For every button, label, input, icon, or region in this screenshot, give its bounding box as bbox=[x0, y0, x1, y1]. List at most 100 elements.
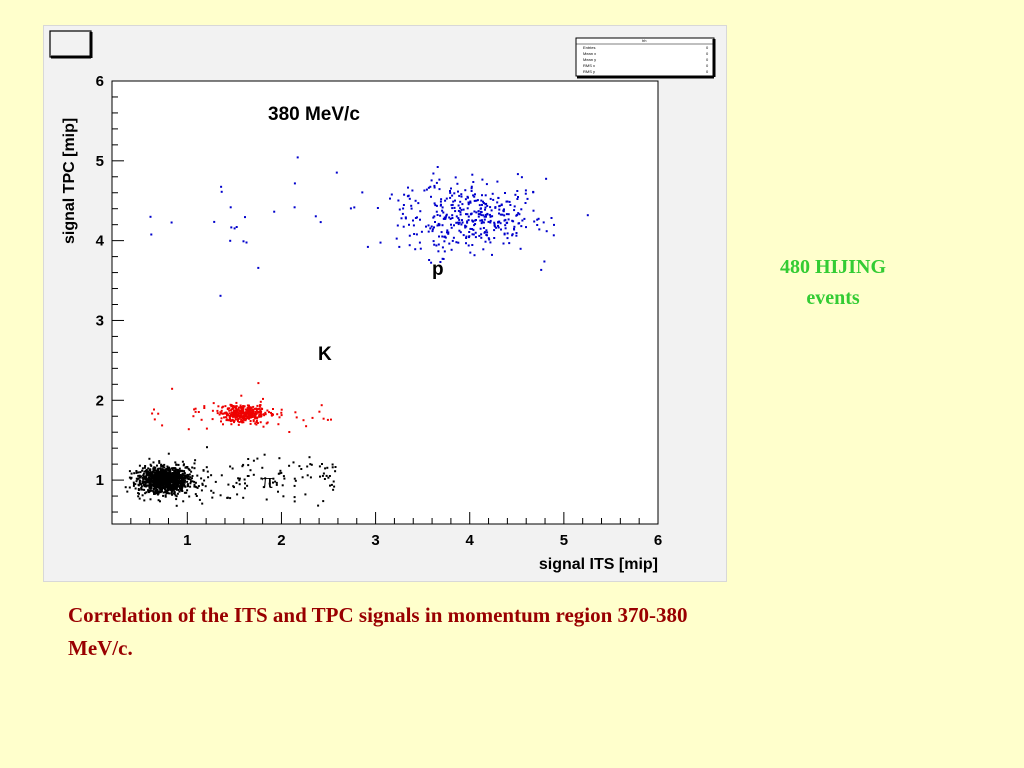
scatter-point bbox=[180, 485, 183, 487]
y-tick-label: 5 bbox=[96, 153, 104, 170]
scatter-point bbox=[183, 481, 186, 484]
stats-label: RMS y bbox=[583, 69, 595, 74]
scatter-point bbox=[242, 463, 245, 466]
scatter-point bbox=[412, 224, 415, 227]
scatter-point bbox=[223, 416, 225, 419]
scatter-point bbox=[166, 477, 169, 480]
scatter-point bbox=[148, 484, 151, 487]
scatter-point bbox=[473, 195, 476, 198]
scatter-point bbox=[480, 236, 483, 239]
scatter-point bbox=[216, 409, 219, 412]
scatter-point bbox=[401, 212, 404, 215]
scatter-point bbox=[471, 228, 474, 230]
scatter-point bbox=[262, 413, 265, 416]
scatter-point bbox=[161, 424, 164, 427]
scatter-point bbox=[515, 214, 518, 217]
scatter-point bbox=[241, 420, 244, 422]
scatter-point bbox=[272, 477, 275, 480]
scatter-point bbox=[266, 409, 269, 412]
scatter-point bbox=[461, 203, 464, 206]
scatter-point bbox=[230, 404, 233, 406]
scatter-point bbox=[248, 404, 250, 407]
scatter-point bbox=[188, 469, 191, 472]
scatter-point bbox=[475, 211, 478, 214]
scatter-point bbox=[419, 247, 422, 250]
scatter-point bbox=[408, 244, 411, 247]
scatter-point bbox=[506, 200, 509, 203]
scatter-point bbox=[319, 221, 322, 224]
scatter-point bbox=[247, 475, 250, 477]
scatter-point bbox=[516, 190, 519, 192]
scatter-point bbox=[181, 469, 184, 472]
scatter-point bbox=[229, 409, 232, 412]
scatter-point bbox=[247, 458, 250, 460]
scatter-point bbox=[166, 483, 169, 486]
scatter-point bbox=[524, 202, 527, 204]
scatter-point bbox=[196, 486, 199, 489]
scatter-point bbox=[493, 229, 496, 232]
scatter-point bbox=[455, 221, 458, 224]
scatter-point bbox=[234, 416, 237, 419]
scatter-point bbox=[431, 230, 434, 233]
scatter-point bbox=[242, 411, 245, 414]
scatter-point bbox=[220, 474, 223, 477]
scatter-point bbox=[242, 421, 245, 424]
scatter-point bbox=[323, 478, 326, 480]
scatter-point bbox=[457, 204, 460, 207]
scatter-point bbox=[442, 211, 445, 214]
scatter-point bbox=[230, 405, 233, 408]
scatter-point bbox=[171, 488, 174, 491]
scatter-point bbox=[240, 418, 243, 421]
scatter-point bbox=[147, 489, 150, 492]
scatter-point bbox=[241, 465, 244, 468]
scatter-point bbox=[464, 226, 467, 229]
scatter-point bbox=[203, 407, 206, 409]
scatter-point bbox=[187, 428, 190, 431]
scatter-point bbox=[460, 223, 463, 226]
scatter-point bbox=[163, 485, 165, 488]
scatter-point bbox=[162, 484, 165, 487]
scatter-point bbox=[189, 485, 192, 488]
scatter-point bbox=[135, 480, 138, 483]
scatter-point bbox=[156, 481, 158, 484]
scatter-point bbox=[174, 467, 177, 470]
x-tick-label: 1 bbox=[183, 532, 191, 549]
scatter-point bbox=[247, 406, 250, 409]
y-tick-label: 2 bbox=[96, 392, 104, 409]
scatter-point bbox=[148, 473, 151, 476]
scatter-point bbox=[177, 471, 180, 474]
scatter-point bbox=[153, 479, 156, 482]
scatter-point bbox=[143, 485, 146, 488]
corner-box bbox=[49, 30, 92, 58]
scatter-point bbox=[268, 482, 271, 485]
scatter-point bbox=[441, 235, 444, 238]
scatter-point bbox=[149, 480, 152, 483]
scatter-point bbox=[423, 189, 426, 192]
scatter-point bbox=[467, 196, 469, 199]
scatter-point bbox=[466, 221, 469, 224]
scatter-point bbox=[507, 213, 510, 216]
scatter-point bbox=[137, 474, 140, 477]
scatter-point bbox=[161, 464, 164, 467]
x-tick-label: 3 bbox=[371, 532, 379, 549]
scatter-point bbox=[508, 242, 511, 245]
scatter-point bbox=[201, 482, 204, 485]
scatter-point bbox=[247, 412, 250, 414]
scatter-point bbox=[536, 218, 539, 221]
scatter-point bbox=[193, 462, 196, 465]
scatter-point bbox=[137, 488, 140, 490]
scatter-point bbox=[232, 419, 235, 422]
scatter-point bbox=[306, 474, 309, 477]
scatter-point bbox=[533, 220, 536, 223]
scatter-point bbox=[160, 472, 163, 475]
scatter-point bbox=[240, 406, 243, 409]
scatter-point bbox=[220, 417, 223, 420]
scatter-point bbox=[543, 260, 546, 263]
scatter-point bbox=[400, 217, 403, 220]
scatter-point bbox=[520, 176, 523, 179]
scatter-point bbox=[160, 465, 163, 468]
scatter-point bbox=[481, 219, 483, 222]
scatter-point bbox=[237, 477, 240, 480]
scatter-point bbox=[258, 415, 261, 418]
scatter-point bbox=[321, 463, 323, 465]
